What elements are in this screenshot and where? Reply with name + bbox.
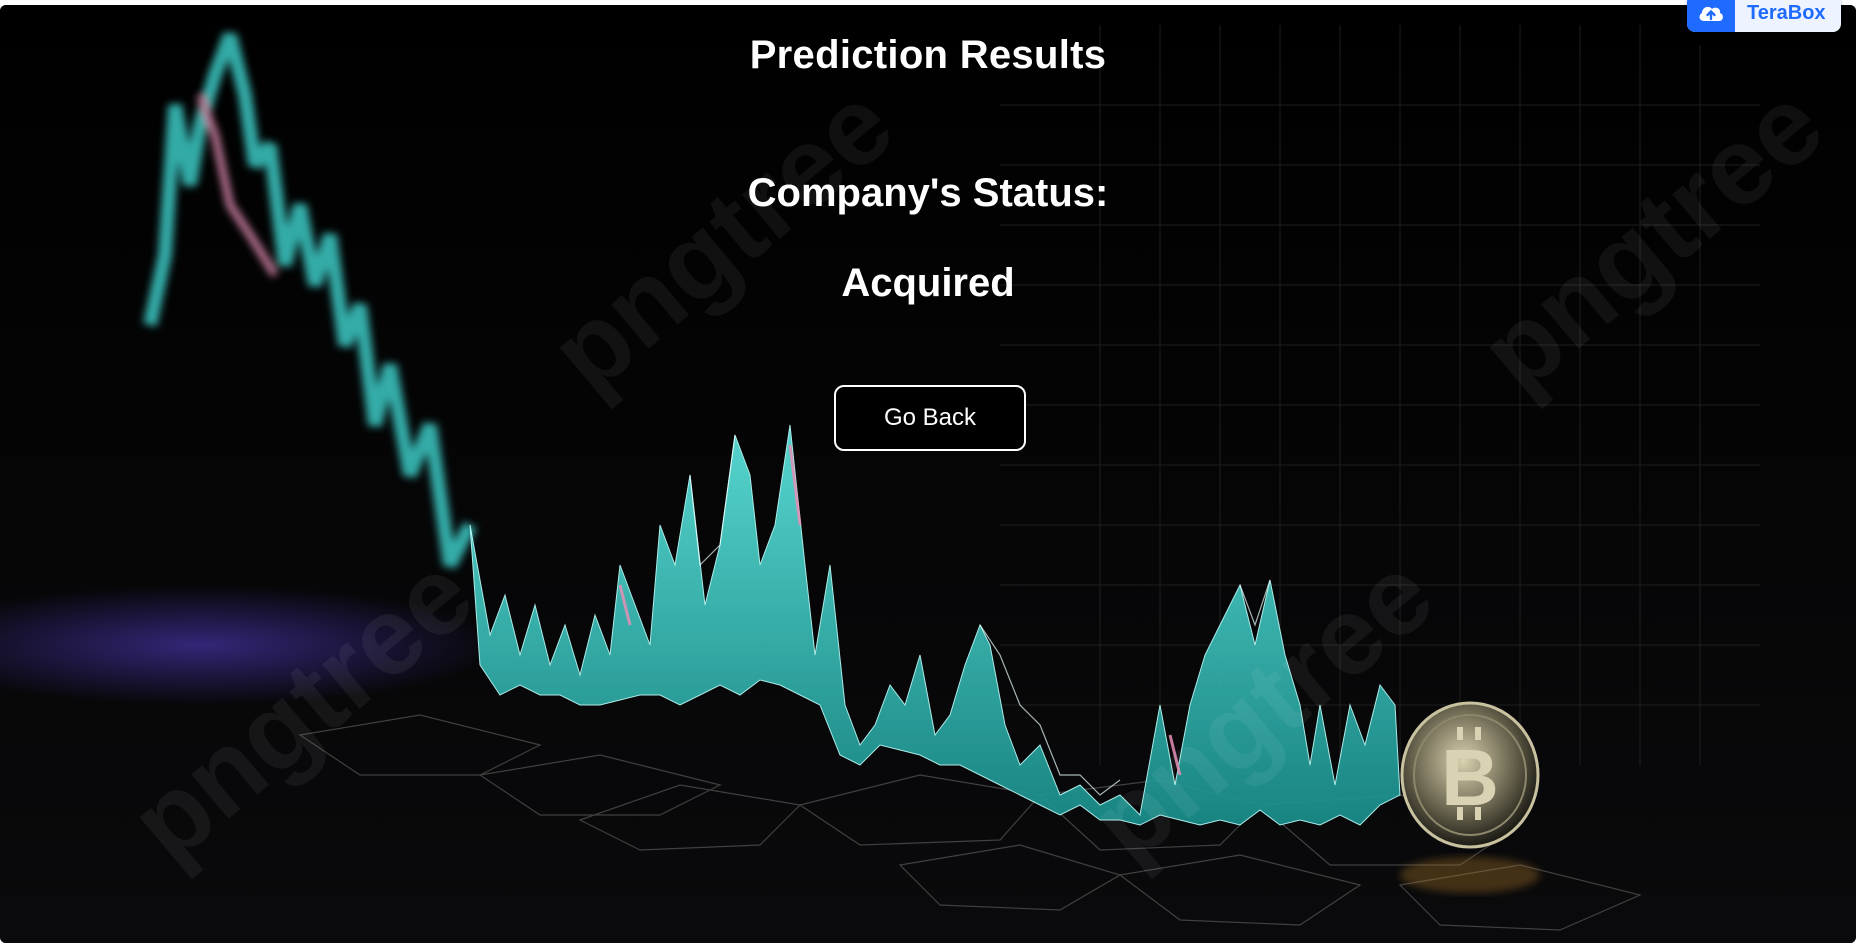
chart-pink-accents bbox=[618, 444, 1182, 776]
chart-highlight-lines bbox=[689, 434, 1271, 796]
chart-line-blurred bbox=[143, 32, 477, 569]
go-back-button[interactable]: Go Back bbox=[834, 385, 1026, 451]
stock-chart-background: B bbox=[0, 5, 1856, 943]
app-frame: B pngtree pngtree pngtree pngtree Predic… bbox=[0, 5, 1856, 943]
terabox-badge[interactable]: TeraBox bbox=[1687, 0, 1841, 32]
status-value: Acquired bbox=[841, 261, 1015, 305]
terabox-label: TeraBox bbox=[1747, 1, 1826, 24]
bitcoin-coin-icon: B bbox=[1400, 701, 1540, 849]
cloud-upload-icon bbox=[1687, 0, 1735, 32]
status-label: Company's Status: bbox=[747, 171, 1109, 215]
chart-bars bbox=[469, 424, 1401, 826]
svg-text:B: B bbox=[1441, 733, 1499, 822]
page-title: Prediction Results bbox=[749, 33, 1107, 77]
grid-lines bbox=[1000, 25, 1760, 765]
